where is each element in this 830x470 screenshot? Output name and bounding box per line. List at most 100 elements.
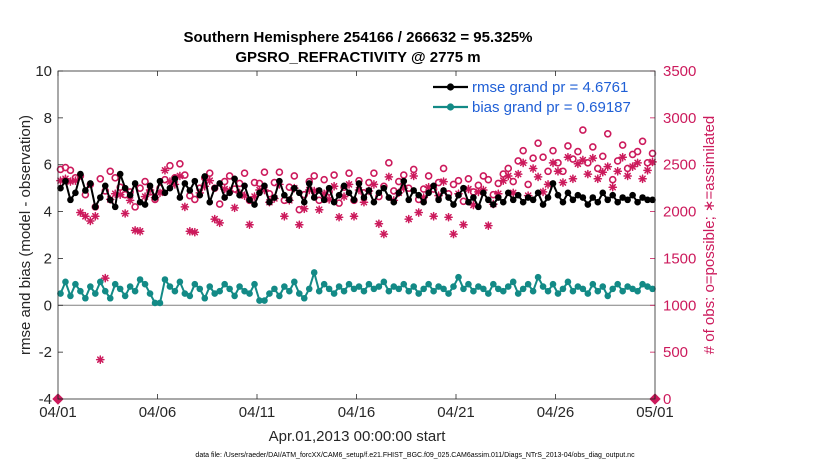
obs-assimilated-point [593,174,603,184]
rmse-point [485,196,492,204]
bias-point [121,292,129,300]
bias-point [106,294,114,302]
rmse-point [256,189,263,197]
y-tick-label: 2 [44,250,52,267]
bias-point [400,280,408,288]
bias-point [539,283,547,290]
rmse-point [375,189,383,197]
bias-point [470,287,477,295]
obs-assimilated-point [414,208,424,217]
rmse-point [211,184,219,192]
bias-point [295,290,303,297]
obs-assimilated-point [608,182,618,192]
rmse-point [395,189,403,197]
bias-point [251,280,258,288]
rmse-point [589,194,597,201]
rmse-point [380,184,388,192]
rmse-point [649,196,656,204]
rmse-point [340,182,348,190]
obs-possible-point [613,157,622,165]
obs-assimilated-point [459,220,468,230]
rmse-point [96,194,104,201]
bias-point [639,280,646,288]
obs-assimilated-point [513,169,523,179]
obs-possible-point [569,155,577,163]
obs-assimilated-point [180,202,190,212]
legend-rmse-label: rmse grand pr = 4.6761 [472,79,628,96]
obs-possible-point [534,139,542,147]
obs-assimilated-point [628,162,637,171]
rmse-point [320,196,328,204]
rmse-point [569,196,577,204]
bias-point [524,280,532,288]
obs-possible-point [240,169,249,177]
bias-point [335,283,343,290]
rmse-point [300,198,308,206]
bias-point [67,292,74,300]
obs-possible-point [559,167,567,176]
obs-assimilated-point [369,180,379,189]
obs-assimilated-point [498,176,508,185]
obs-possible-point [330,171,338,179]
bias-point [62,278,69,286]
rmse-point [365,187,373,194]
obs-assimilated-point [483,221,493,230]
bias-point [355,283,363,290]
bias-point [390,283,398,290]
bias-point [176,278,184,286]
bias-point [310,269,318,276]
bias-point [604,292,612,300]
obs-possible-point [529,154,537,162]
bias-point [266,290,273,297]
bias-point [644,283,651,290]
y-tick-label: 0 [44,297,52,314]
y-right-tick-label: 3500 [663,63,696,80]
obs-possible-point [191,195,199,204]
obs-possible-point [131,203,139,211]
legend-rmse-entry: rmse grand pr = 4.6761 [433,79,628,96]
obs-assimilated-point [638,174,647,184]
y-right-tick-label: 500 [663,344,688,361]
rmse-point [286,196,293,204]
bias-point [300,294,308,302]
rmse-point [72,189,79,197]
bias-point [649,285,656,293]
obs-assimilated-point [314,205,324,215]
rmse-point [584,201,592,208]
bias-point [206,283,214,290]
bias-point [614,280,621,288]
rmse-point [266,198,273,206]
obs-assimilated-point [210,214,220,224]
bias-point [445,290,452,297]
rmse-point [629,191,636,199]
rmse-point [191,177,199,185]
rmse-point [101,182,109,190]
rmse-point [544,194,552,201]
bias-point [519,285,527,293]
rmse-point [171,175,179,183]
bias-point [594,287,602,295]
rmse-point [206,198,214,206]
rmse-point [554,191,562,199]
obs-possible-point [215,200,224,208]
rmse-point [161,189,169,197]
bias-point [634,287,641,295]
bias-point [340,287,348,295]
bias-point [325,285,333,293]
bias-point [281,283,288,290]
rmse-point [499,198,507,206]
rmse-point [345,189,353,197]
obs-possible-point [454,176,463,185]
rmse-point [519,198,527,206]
bias-point [609,285,617,293]
rmse-point [425,189,432,197]
rmse-point [574,191,582,199]
bias-point [256,297,263,304]
obs-possible-point [250,178,259,187]
obs-possible-point [598,152,607,161]
bias-point [315,287,323,295]
obs-assimilated-point [135,226,145,236]
rmse-point [405,196,413,204]
bias-point [216,287,223,295]
line-series [57,170,656,307]
